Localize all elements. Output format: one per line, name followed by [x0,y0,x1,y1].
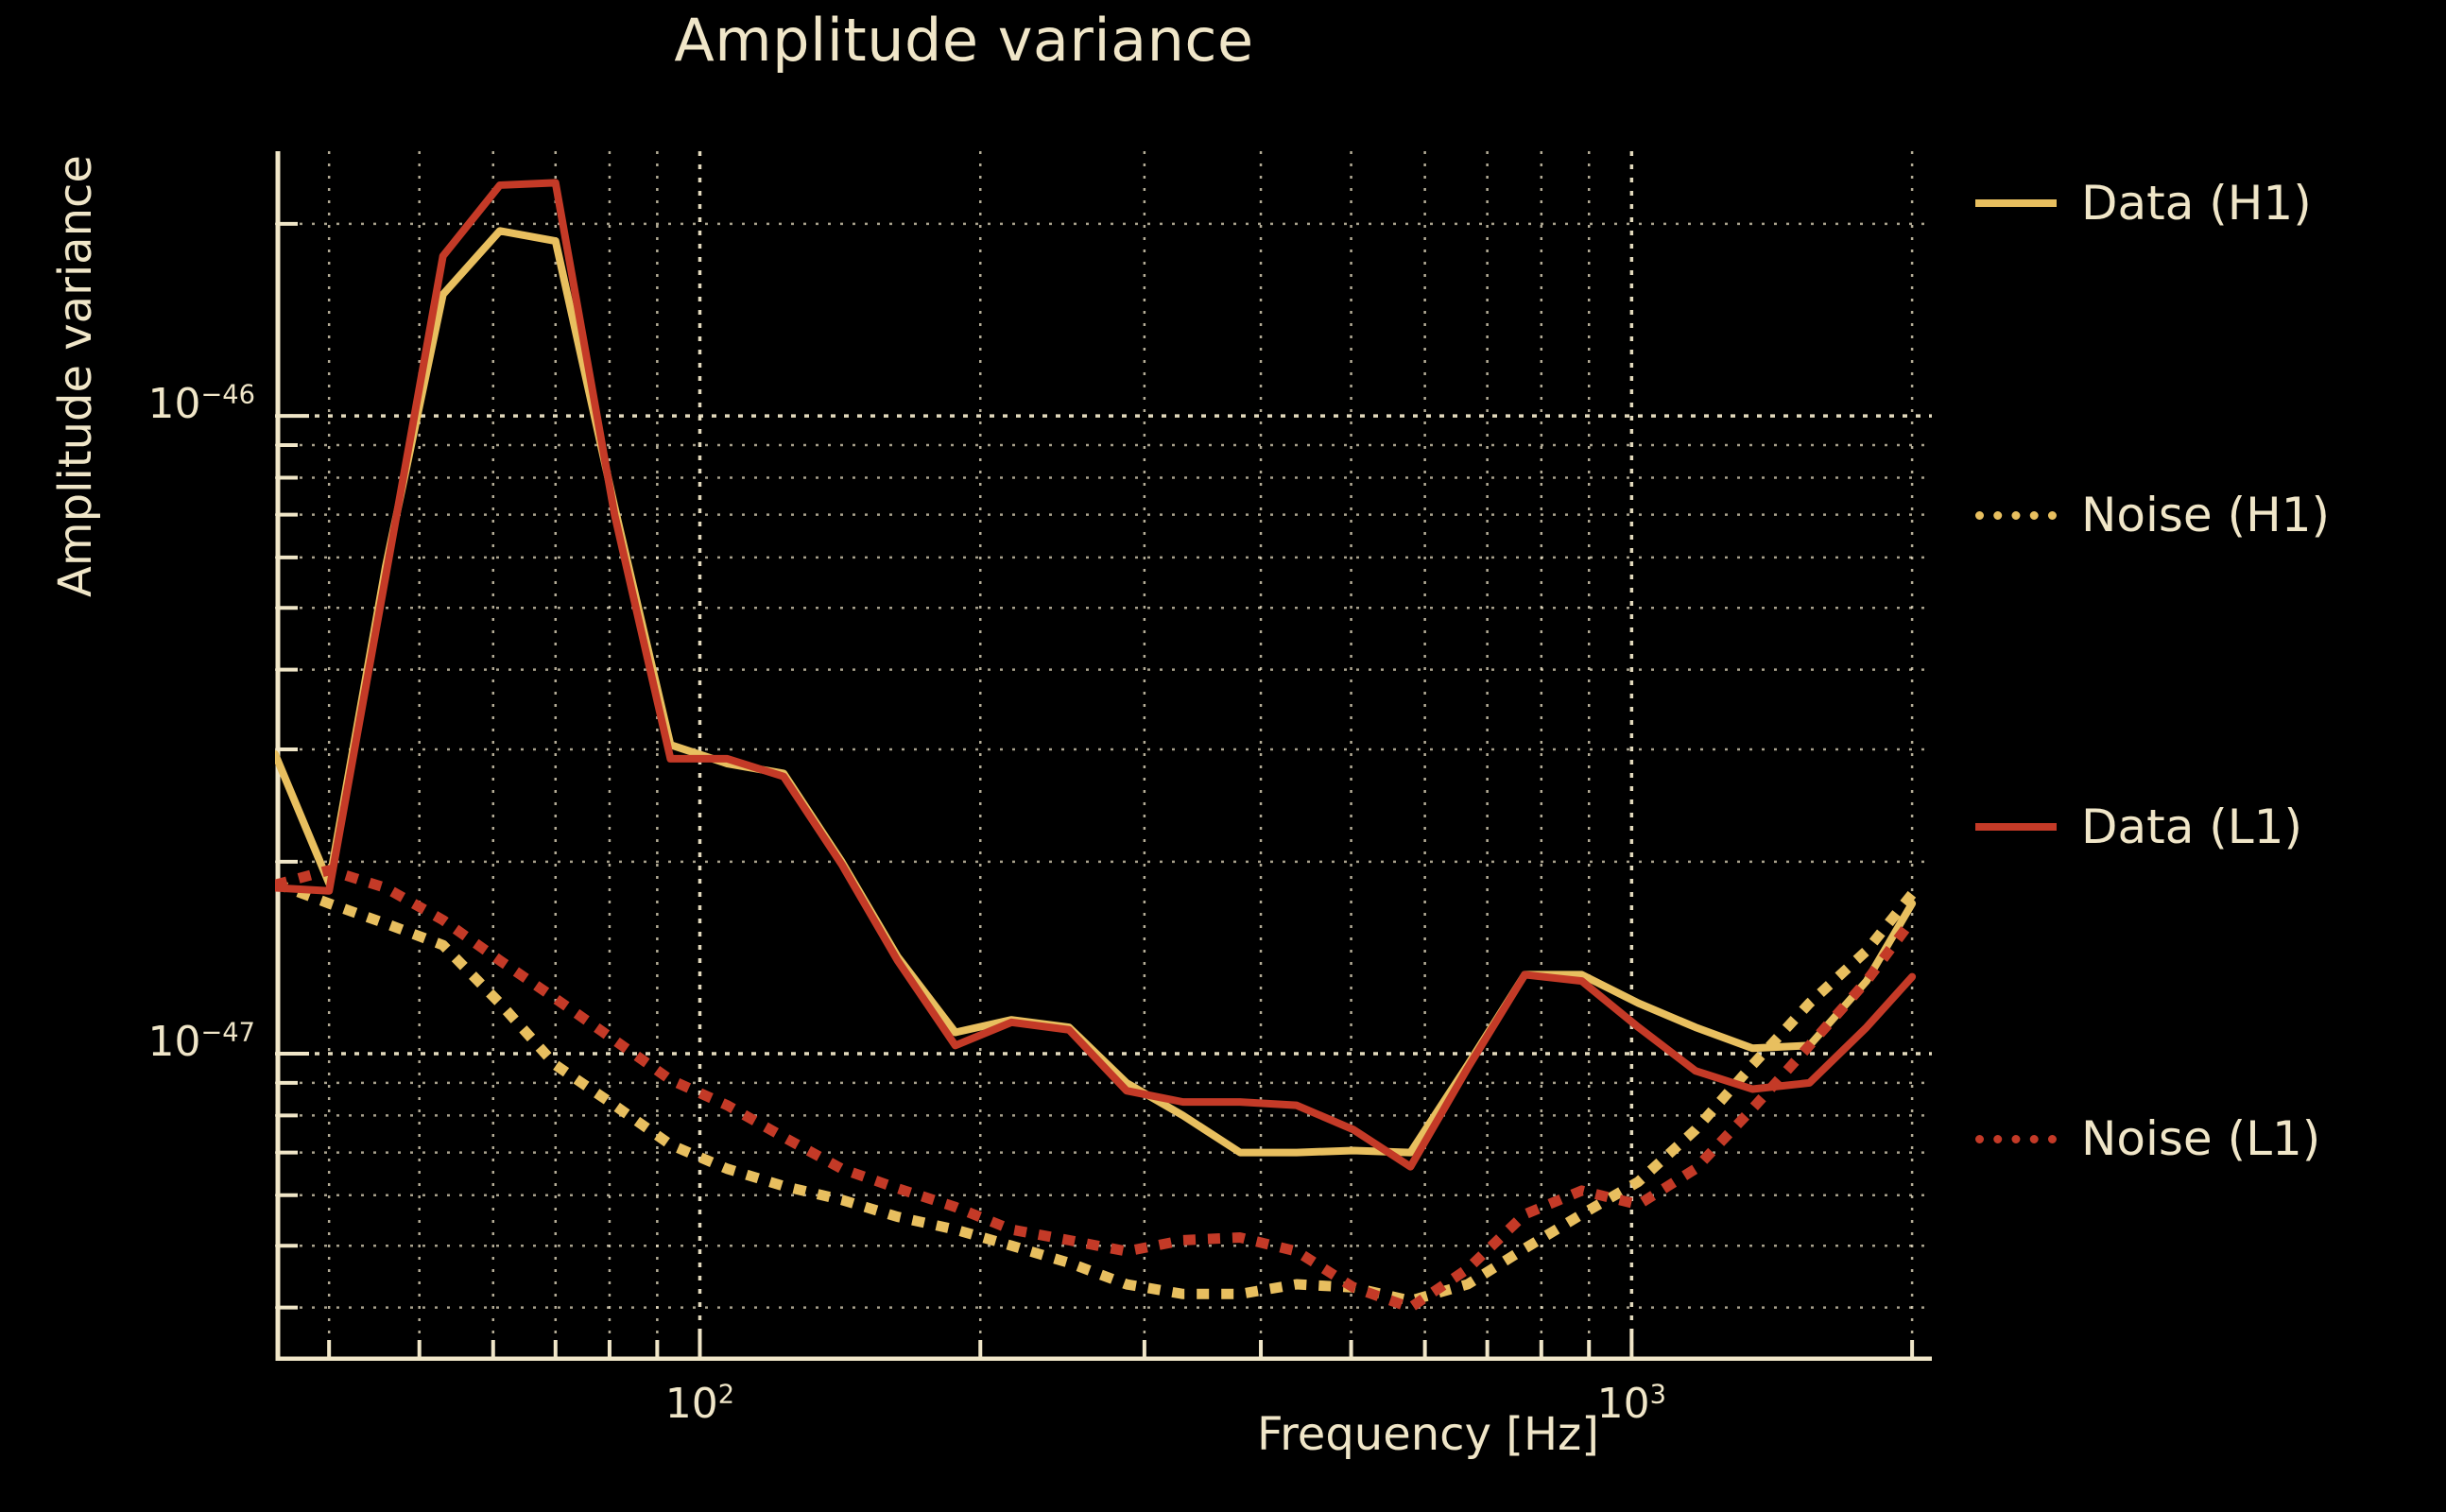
y-axis-title: Amplitude variance [49,155,102,597]
legend-item[interactable]: Data (L1) [1975,794,2302,860]
legend: Data (H1) Noise (H1) Data (L1) Noise (L1) [1975,170,2429,1285]
series-line [275,865,1917,1314]
x-tick-label: 102 [664,1380,735,1428]
legend-item[interactable]: Data (H1) [1975,170,2312,236]
data-layer [275,179,1917,1314]
legend-swatch-solid-icon [1975,823,2057,831]
x-axis-title: Frequency [Hz] [1257,1408,1599,1461]
plot-area [275,151,1932,1361]
legend-swatch-solid-icon [1975,199,2057,207]
legend-swatch-dotted-icon [1975,510,2057,520]
legend-label: Noise (L1) [2081,1111,2321,1166]
legend-item[interactable]: Noise (H1) [1975,482,2330,548]
x-tick-label: 103 [1596,1380,1666,1428]
series-line [275,878,1917,1306]
y-tick-label: 10−47 [147,1018,255,1067]
legend-item[interactable]: Noise (L1) [1975,1106,2320,1172]
legend-label: Noise (H1) [2081,488,2331,542]
y-tick-label: 10−46 [147,380,255,429]
series-line [275,227,1917,1157]
series-line [275,179,1917,1171]
grid-layer [275,151,1932,1361]
legend-label: Data (L1) [2081,799,2302,854]
legend-label: Data (H1) [2081,176,2312,231]
chart-title: Amplitude variance [674,6,1254,75]
legend-swatch-dotted-icon [1975,1134,2057,1143]
